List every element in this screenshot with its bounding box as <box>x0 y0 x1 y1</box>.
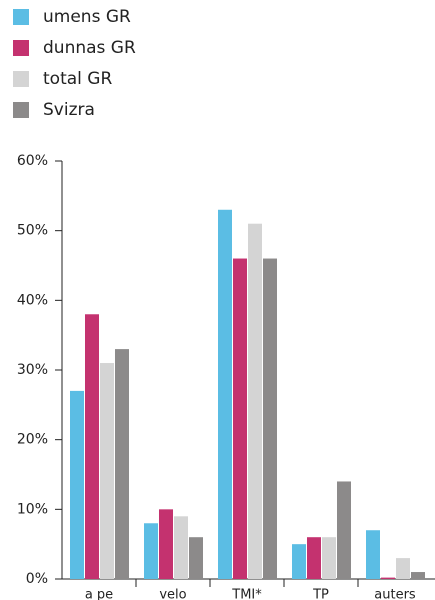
bar <box>174 516 188 579</box>
y-tick-label: 20% <box>17 432 48 448</box>
x-tick-label: auters <box>374 588 416 600</box>
bar <box>263 258 277 579</box>
bar <box>115 349 129 579</box>
bar <box>411 572 425 579</box>
bar <box>322 537 336 579</box>
bar <box>292 544 306 579</box>
legend-label: dunnas GR <box>43 38 136 58</box>
x-tick-label: TMI* <box>231 588 262 600</box>
bar <box>233 258 247 579</box>
y-tick-label: 50% <box>17 223 48 239</box>
x-tick-label: velo <box>159 588 186 600</box>
bar <box>248 223 262 579</box>
legend-swatch <box>13 40 29 56</box>
bar <box>366 530 380 579</box>
legend-label: Svizra <box>43 100 95 120</box>
bar <box>189 537 203 579</box>
legend-swatch <box>13 71 29 87</box>
bar <box>159 509 173 579</box>
legend-label: umens GR <box>43 7 131 27</box>
x-tick-label: a pe <box>85 588 113 600</box>
bar <box>307 537 321 579</box>
bar <box>337 481 351 579</box>
y-tick-label: 10% <box>17 501 48 517</box>
y-tick-label: 40% <box>17 292 48 308</box>
y-tick-label: 0% <box>26 571 48 587</box>
legend-swatch <box>13 9 29 25</box>
x-tick-label: TP <box>312 588 329 600</box>
bar <box>396 558 410 579</box>
bar <box>381 577 395 579</box>
y-tick-label: 30% <box>17 362 48 378</box>
legend-label: total GR <box>43 69 112 89</box>
bar <box>85 314 99 579</box>
bar <box>218 209 232 579</box>
bar <box>100 363 114 579</box>
bar <box>70 390 84 579</box>
bar <box>144 523 158 579</box>
legend-swatch <box>13 102 29 118</box>
y-tick-label: 60% <box>17 153 48 169</box>
